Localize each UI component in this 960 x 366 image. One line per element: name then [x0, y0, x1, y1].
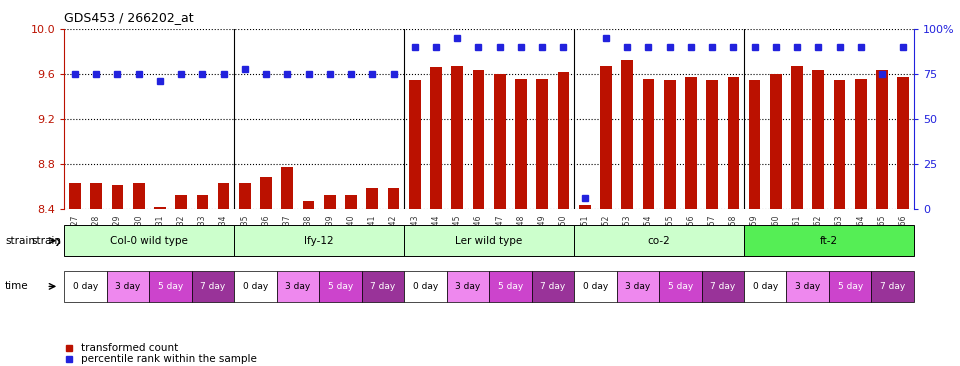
Text: lfy-12: lfy-12 [304, 236, 334, 246]
Bar [154, 208, 166, 209]
Bar [362, 271, 404, 302]
Bar [234, 271, 276, 302]
Bar [659, 271, 702, 302]
Text: 7 day: 7 day [540, 282, 565, 291]
Text: 7 day: 7 day [880, 282, 905, 291]
Bar [324, 195, 336, 209]
Text: 7 day: 7 day [710, 282, 735, 291]
Text: ❯: ❯ [52, 236, 61, 246]
Text: 0 day: 0 day [73, 282, 98, 291]
Text: strain: strain [5, 236, 36, 246]
Bar [192, 271, 234, 302]
Bar [621, 60, 633, 209]
Bar [409, 80, 420, 209]
Text: transformed count: transformed count [82, 343, 179, 352]
Bar [663, 80, 676, 209]
Text: 0 day: 0 day [413, 282, 438, 291]
Text: GDS453 / 266202_at: GDS453 / 266202_at [64, 11, 194, 24]
Bar [707, 80, 718, 209]
Bar [574, 225, 744, 256]
Bar [855, 79, 867, 209]
Text: 0 day: 0 day [753, 282, 778, 291]
Bar [702, 271, 744, 302]
Bar [489, 271, 532, 302]
Bar [876, 70, 888, 209]
Bar [150, 271, 192, 302]
Bar [64, 271, 107, 302]
Bar [64, 225, 234, 256]
Bar [558, 72, 569, 209]
Bar [749, 80, 760, 209]
Bar [685, 78, 697, 209]
Text: strain: strain [32, 236, 61, 246]
Bar [532, 271, 574, 302]
Bar [770, 74, 781, 209]
Text: 3 day: 3 day [795, 282, 821, 291]
Bar [786, 271, 829, 302]
Bar [728, 78, 739, 209]
Text: percentile rank within the sample: percentile rank within the sample [82, 354, 257, 364]
Text: 5 day: 5 day [837, 282, 863, 291]
Bar [537, 79, 548, 209]
Bar [451, 66, 463, 209]
Bar [319, 271, 362, 302]
Bar [616, 271, 660, 302]
Bar [642, 79, 655, 209]
Text: 5 day: 5 day [667, 282, 693, 291]
Bar [276, 271, 319, 302]
Bar [107, 271, 150, 302]
Bar [446, 271, 489, 302]
Bar [472, 70, 485, 209]
Bar [197, 195, 208, 209]
Text: time: time [5, 281, 29, 291]
Text: 3 day: 3 day [625, 282, 651, 291]
Bar [574, 271, 616, 302]
Text: 0 day: 0 day [243, 282, 268, 291]
Bar [90, 183, 102, 209]
Bar [744, 225, 914, 256]
Bar [493, 74, 506, 209]
Bar [69, 183, 81, 209]
Bar [302, 201, 315, 209]
Text: 3 day: 3 day [285, 282, 311, 291]
Bar [132, 183, 145, 209]
Bar [404, 271, 446, 302]
Text: 5 day: 5 day [327, 282, 353, 291]
Bar [239, 183, 251, 209]
Bar [176, 195, 187, 209]
Bar [579, 205, 590, 209]
Text: 5 day: 5 day [497, 282, 523, 291]
Bar [218, 183, 229, 209]
Bar [829, 271, 872, 302]
Bar [281, 167, 293, 209]
Bar [388, 188, 399, 209]
Text: Col-0 wild type: Col-0 wild type [110, 236, 188, 246]
Bar [430, 67, 442, 209]
Bar [744, 271, 786, 302]
Text: 7 day: 7 day [201, 282, 226, 291]
Bar [367, 188, 378, 209]
Bar [516, 79, 527, 209]
Text: 3 day: 3 day [455, 282, 481, 291]
Bar [346, 195, 357, 209]
Text: 0 day: 0 day [583, 282, 608, 291]
Bar [600, 66, 612, 209]
Bar [111, 185, 123, 209]
Bar [404, 225, 574, 256]
Bar [898, 78, 909, 209]
Text: 7 day: 7 day [371, 282, 396, 291]
Bar [812, 70, 825, 209]
Bar [260, 177, 272, 209]
Bar [872, 271, 914, 302]
Text: co-2: co-2 [648, 236, 670, 246]
Bar [791, 66, 803, 209]
Text: ft-2: ft-2 [820, 236, 838, 246]
Bar [234, 225, 404, 256]
Bar [833, 80, 846, 209]
Text: Ler wild type: Ler wild type [455, 236, 523, 246]
Text: 3 day: 3 day [115, 282, 141, 291]
Text: 5 day: 5 day [157, 282, 183, 291]
